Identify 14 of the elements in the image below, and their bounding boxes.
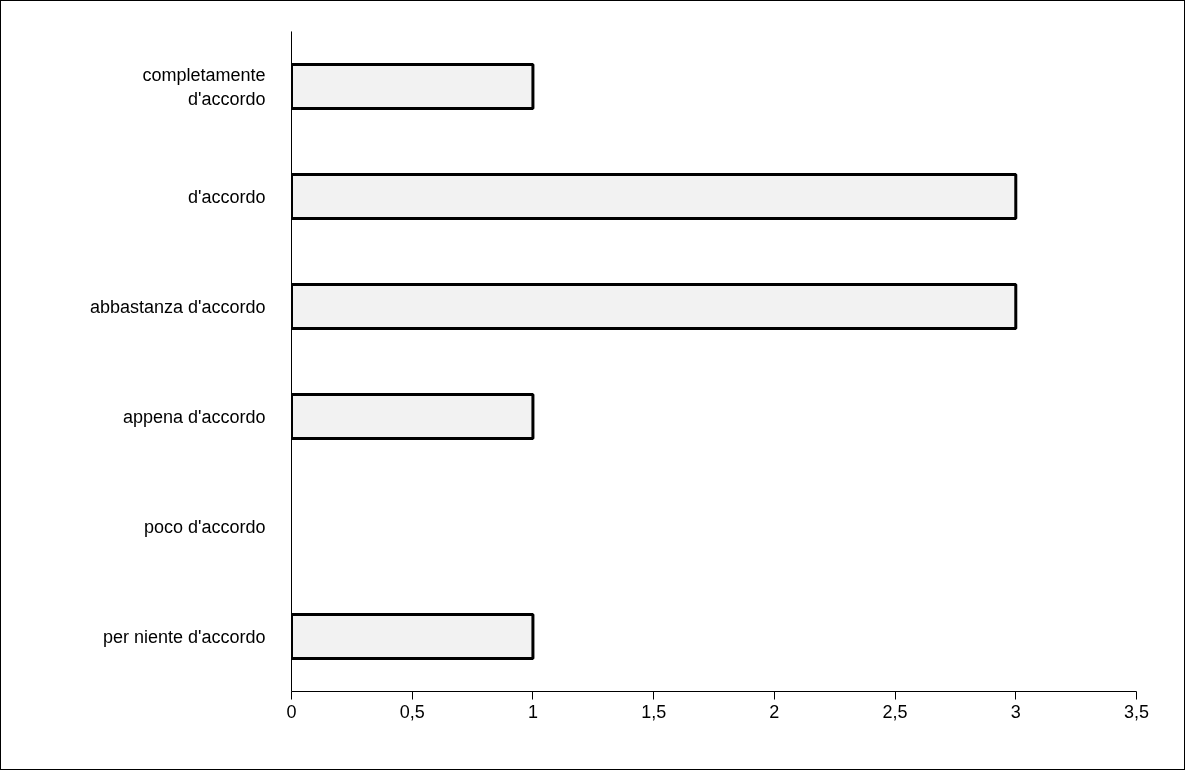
y-tick-label: appena d'accordo [122, 406, 266, 427]
x-tick-label: 1 [527, 701, 538, 722]
x-tick-label: 2,5 [882, 701, 908, 722]
x-tick-label: 0 [286, 701, 297, 722]
y-tick-label: abbastanza d'accordo [89, 296, 266, 317]
x-tick-label: 0,5 [399, 701, 425, 722]
x-tick-label: 3 [1010, 701, 1021, 722]
y-tick-label: per niente d'accordo [102, 626, 266, 647]
y-tick-label: completamente d'accordo [142, 64, 266, 109]
x-tick-label: 2 [769, 701, 780, 722]
y-tick-label: d'accordo [188, 186, 266, 207]
y-tick-label: poco d'accordo [143, 516, 266, 537]
x-tick-label: 3,5 [1123, 701, 1150, 722]
x-tick-label: 1,5 [641, 701, 667, 722]
